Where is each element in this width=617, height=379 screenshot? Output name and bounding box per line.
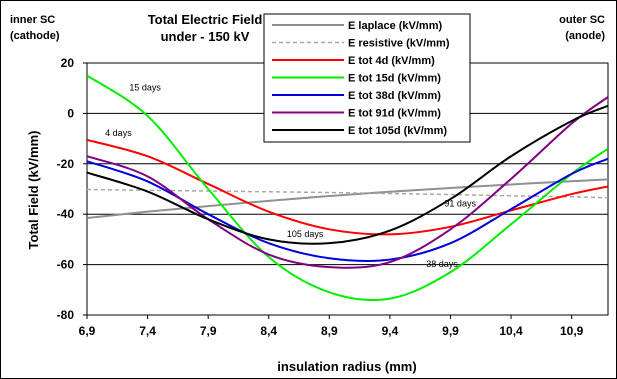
corner-right-line2: (anode) — [565, 30, 605, 42]
series-line-6 — [87, 104, 608, 245]
x-axis-label: insulation radius (mm) — [277, 359, 416, 374]
legend: E laplace (kV/mm) E resistive (kV/mm) E to… — [263, 13, 471, 143]
series-line-1 — [87, 188, 608, 199]
curve-annotation: 4 days — [105, 128, 132, 138]
legend-entry-6: E tot 105d (kV/mm) — [348, 125, 447, 137]
series-line-0 — [87, 178, 608, 219]
curve-annotation: 38 days — [426, 259, 458, 269]
x-tick-label: 8,4 — [260, 324, 277, 338]
series-lines — [87, 74, 608, 302]
x-tick-label: 8,9 — [321, 324, 338, 338]
x-tick-label: 9,9 — [442, 324, 459, 338]
y-tick-label: 20 — [61, 56, 75, 70]
x-tick-labels: 6,9 7,4 7,9 8,4 8,9 9,4 9,9 10,4 10,9 — [79, 315, 584, 338]
y-tick-label: -40 — [57, 207, 75, 221]
corner-left-line1: inner SC — [10, 14, 55, 26]
x-tick-label: 9,4 — [382, 324, 399, 338]
series-line-5 — [87, 96, 608, 269]
series-line-2 — [87, 138, 608, 236]
series-line-3 — [87, 74, 608, 302]
y-tick-label: -20 — [57, 157, 75, 171]
legend-entry-4: E tot 38d (kV/mm) — [348, 90, 441, 102]
legend-entry-2: E tot 4d (kV/mm) — [348, 55, 435, 67]
x-tick-label: 10,9 — [560, 324, 584, 338]
curve-annotation: 91 days — [444, 199, 476, 209]
y-tick-label: 0 — [67, 106, 74, 120]
legend-entry-5: E tot 91d (kV/mm) — [348, 108, 441, 120]
corner-left-line2: (cathode) — [10, 30, 60, 42]
curve-annotations: 15 days 4 days 91 days 105 days 38 days — [105, 83, 476, 269]
curve-annotation: 105 days — [287, 229, 324, 239]
curve-annotation: 15 days — [129, 83, 161, 93]
chart-subtitle: under - 150 kV — [161, 29, 250, 44]
y-tick-label: -80 — [57, 308, 75, 322]
x-tick-label: 7,4 — [139, 324, 156, 338]
chart-title: Total Electric Field — [148, 12, 263, 27]
x-tick-label: 7,9 — [200, 324, 217, 338]
x-tick-label: 6,9 — [79, 324, 96, 338]
corner-right-line1: outer SC — [559, 14, 605, 26]
legend-entry-0: E laplace (kV/mm) — [348, 20, 442, 32]
legend-entry-3: E tot 15d (kV/mm) — [348, 73, 441, 85]
y-tick-labels: 20 0 -20 -40 -60 -80 — [57, 56, 87, 322]
y-axis-label: Total Field (kV/mm) — [26, 131, 41, 250]
legend-entry-1: E resistive (kV/mm) — [348, 38, 450, 50]
y-tick-label: -60 — [57, 258, 75, 272]
x-tick-label: 10,4 — [499, 324, 523, 338]
